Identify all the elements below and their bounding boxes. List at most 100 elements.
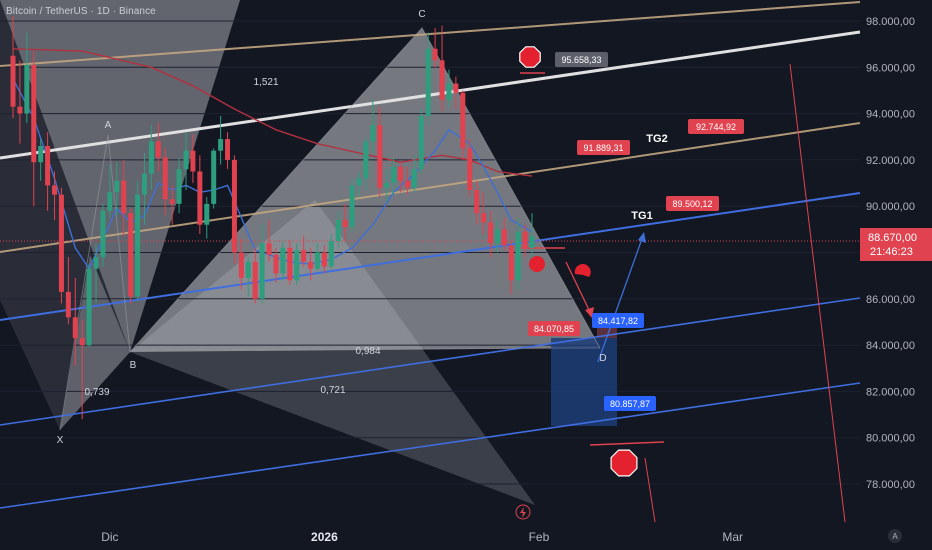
candle <box>225 132 231 170</box>
price-label-text: 92.744,92 <box>696 122 736 132</box>
candle-body <box>529 236 535 248</box>
candle-body <box>211 150 217 204</box>
candle <box>308 247 314 281</box>
candle-body <box>225 139 231 160</box>
time-axis: Dic 2026 Feb Mar A <box>101 529 902 544</box>
auto-scale-button[interactable] <box>888 529 902 543</box>
auto-scale-label: A <box>892 532 898 541</box>
candle <box>314 243 320 272</box>
price-tick-label: 96.000,00 <box>866 62 915 74</box>
candle <box>183 132 189 190</box>
stop-sign-icon <box>519 46 541 68</box>
pattern-triangle-xb <box>60 255 130 430</box>
candle-body <box>218 139 224 151</box>
time-tick-label: Dic <box>101 530 118 544</box>
arrow-head-red <box>585 307 594 318</box>
candle-body <box>231 159 237 253</box>
candle <box>93 243 99 304</box>
candle-body <box>135 194 141 297</box>
candle-body <box>266 243 272 255</box>
candle <box>446 69 452 107</box>
ratio-label: 0,721 <box>320 385 345 396</box>
time-tick-label: 2026 <box>311 530 338 544</box>
price-axis: 78.000,00 80.000,00 82.000,00 84.000,00 86.0… <box>860 16 932 491</box>
candle-body <box>190 150 196 172</box>
candle-body <box>52 185 58 195</box>
candle <box>141 152 147 225</box>
candle <box>65 257 71 325</box>
candle <box>273 247 279 283</box>
price-label-text: 80.857,87 <box>610 399 650 409</box>
price-label-text: 89.500,12 <box>672 199 712 209</box>
price-tick-label: 84.000,00 <box>866 340 915 352</box>
candle-body <box>501 229 507 246</box>
lightning-bolt-icon <box>520 507 526 518</box>
candle-body <box>294 250 300 281</box>
last-price-badge <box>860 227 932 261</box>
target-label: TG2 <box>646 133 667 145</box>
candle <box>218 115 224 165</box>
candle-body <box>17 106 23 114</box>
candle <box>398 162 404 193</box>
price-tick-label: 78.000,00 <box>866 479 915 491</box>
candle <box>204 196 210 239</box>
pattern-point-label: A <box>105 120 112 131</box>
symbol-title: Bitcoin / TetherUS · 1D · Binance <box>6 6 156 17</box>
candle <box>197 155 203 234</box>
price-label-box <box>604 396 656 411</box>
arrow-head-blue <box>638 232 646 243</box>
channel-line-beige <box>0 122 861 253</box>
price-tick-label: 86.000,00 <box>866 294 915 306</box>
pattern-point-label: X <box>57 435 64 446</box>
candle <box>439 25 445 112</box>
stop-sign-icon <box>610 449 638 477</box>
candle <box>342 203 348 241</box>
candle-body <box>356 178 362 186</box>
candle-body <box>460 92 466 149</box>
candle-body <box>425 48 431 116</box>
candle <box>24 32 30 123</box>
pattern-base <box>129 347 601 351</box>
price-label-box <box>555 52 608 67</box>
candle <box>418 108 424 174</box>
candle <box>411 155 417 193</box>
candle <box>100 203 106 267</box>
pattern-point-label: C <box>418 9 425 20</box>
candle-body <box>245 261 251 278</box>
channel-line-top <box>0 1 861 67</box>
candle-body <box>58 194 64 292</box>
candle-body <box>398 166 404 181</box>
candles <box>10 16 535 420</box>
candle <box>474 180 480 225</box>
candle <box>349 178 355 232</box>
candle-body <box>508 245 514 281</box>
candle-body <box>252 261 258 299</box>
stop-dot-icon <box>529 256 545 272</box>
pattern-path <box>59 27 601 431</box>
candle-body <box>100 210 106 258</box>
candle-body <box>314 252 320 269</box>
candle-body <box>522 231 528 248</box>
candle <box>508 240 514 295</box>
candle <box>162 148 168 216</box>
price-tick-label: 90.000,00 <box>866 201 915 213</box>
candle <box>169 185 175 225</box>
candle-body <box>45 146 51 186</box>
candle <box>370 99 376 153</box>
vertical-red-line-2 <box>644 457 656 523</box>
candle-body <box>481 213 487 223</box>
candle <box>231 155 237 265</box>
price-tick-label: 94.000,00 <box>866 109 915 121</box>
candle-body <box>363 141 369 179</box>
candle-body <box>467 148 473 190</box>
candle-body <box>183 150 189 170</box>
candle-body <box>128 213 134 297</box>
time-tick-label: Mar <box>722 530 743 544</box>
price-label-box <box>592 313 644 328</box>
candle <box>211 148 217 209</box>
candle <box>38 139 44 181</box>
candle-body <box>301 250 307 262</box>
candle-body <box>169 199 175 204</box>
candle-body <box>418 115 424 170</box>
